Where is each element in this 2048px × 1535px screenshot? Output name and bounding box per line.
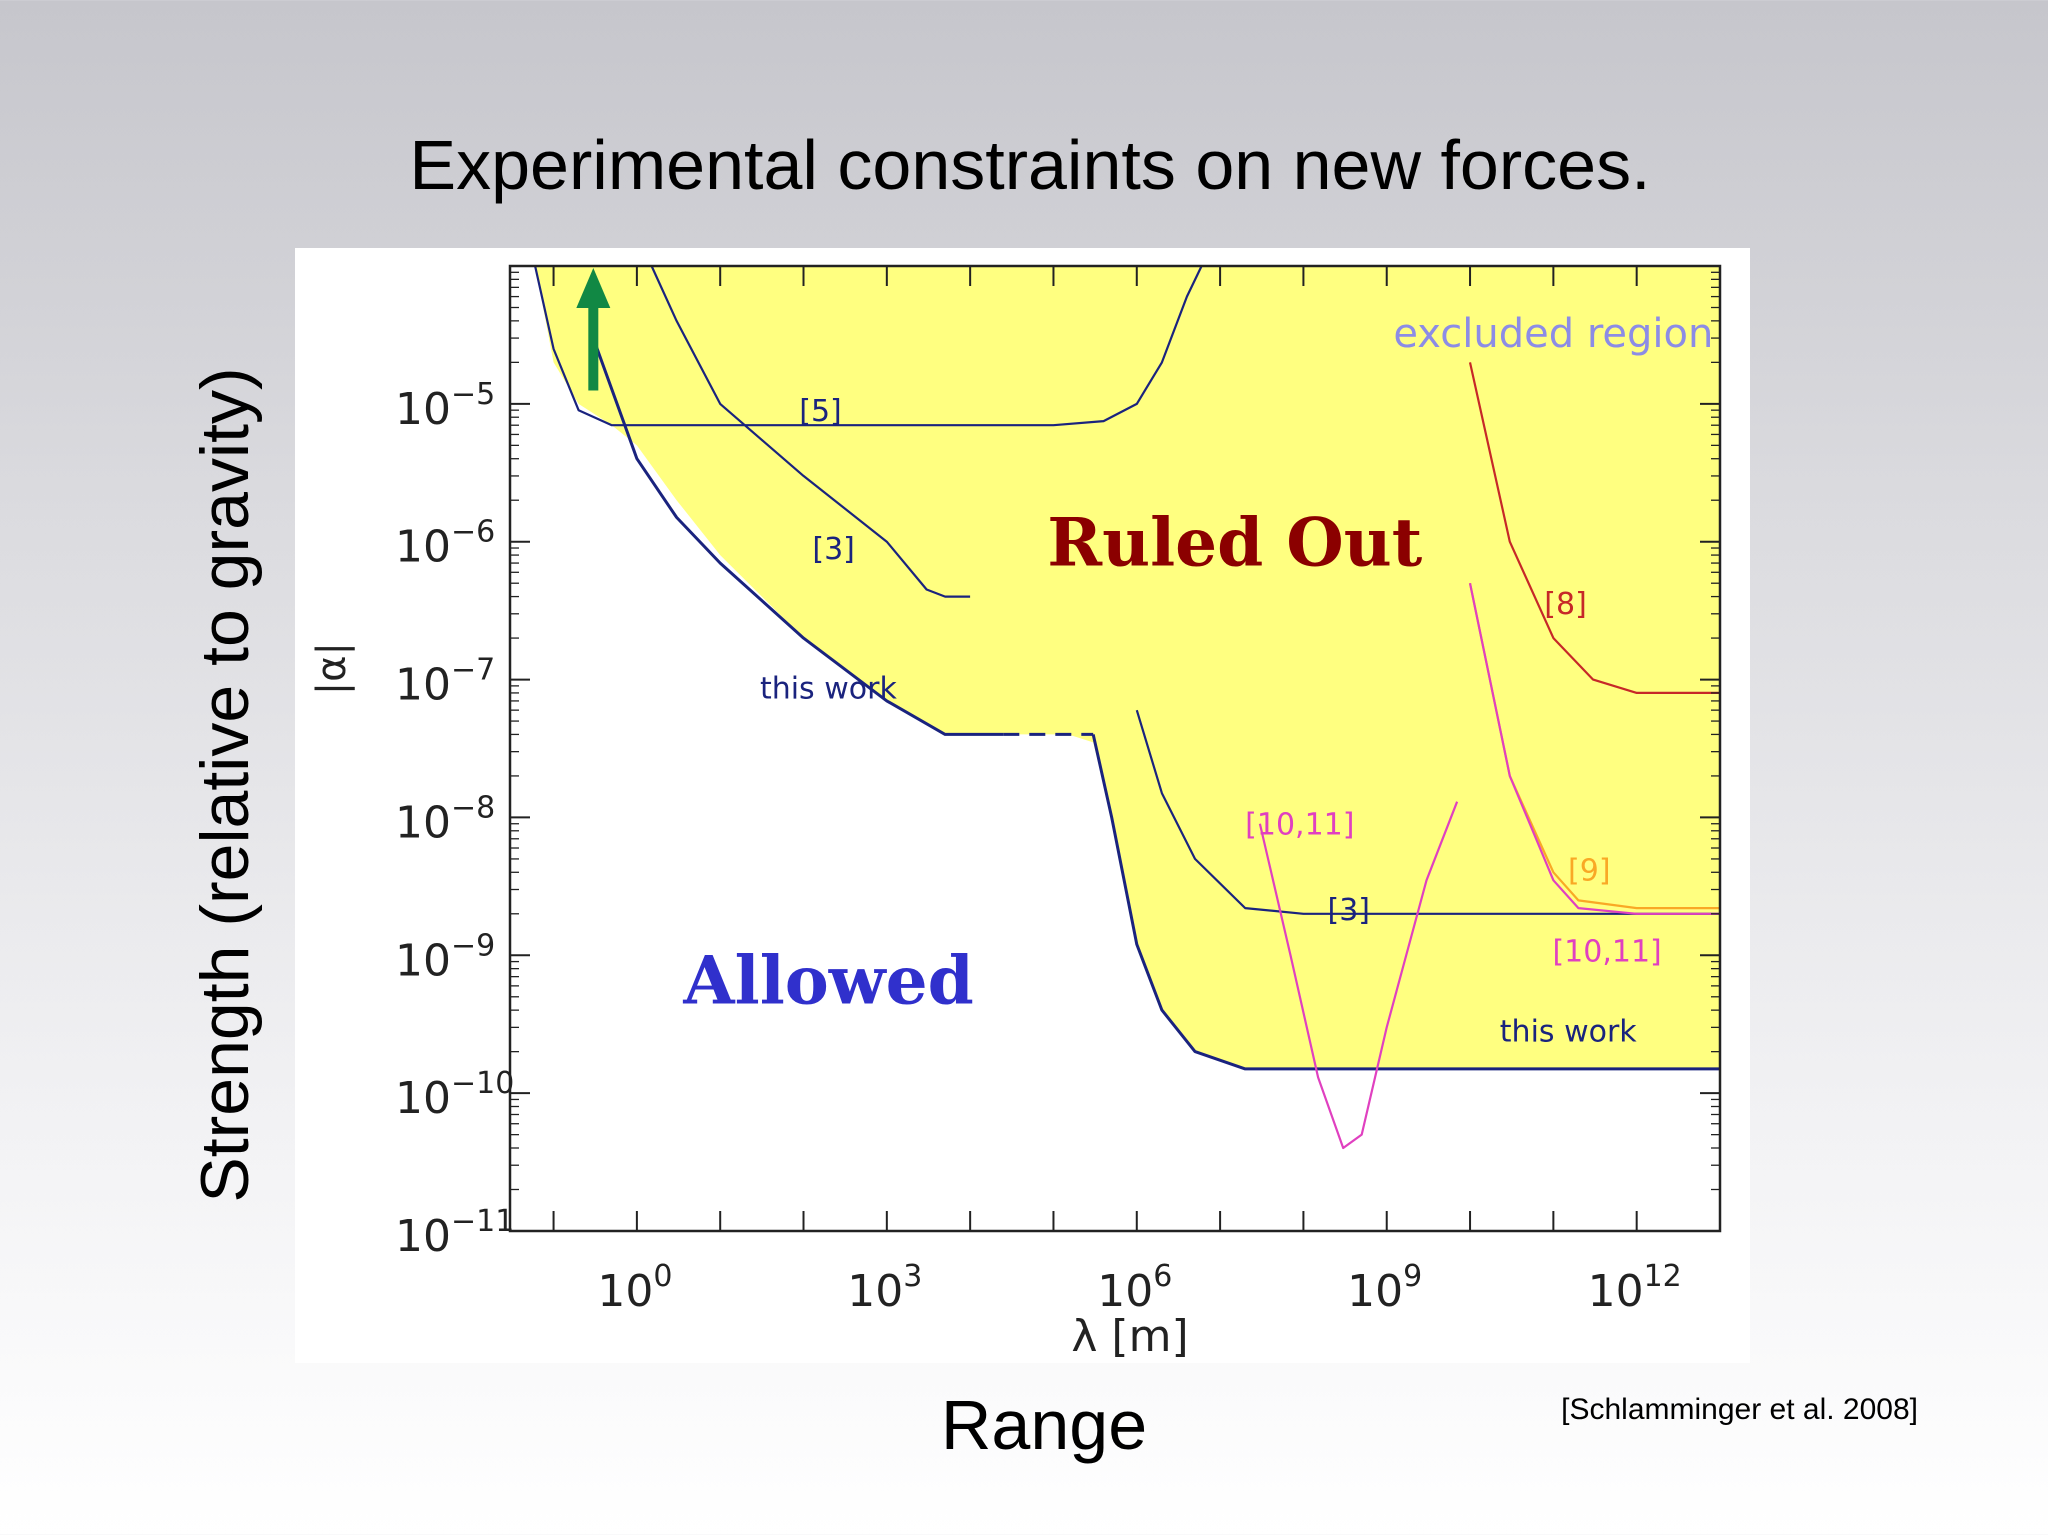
y-tick-label: 10−6: [395, 515, 495, 573]
y-tick-label: 10−8: [395, 790, 495, 848]
plot-frame: [508, 264, 1722, 1233]
x-tick-label: 103: [847, 1259, 922, 1317]
y-tick-label: 10−10: [395, 1066, 514, 1124]
label-this-work-space: this work: [1500, 1015, 1638, 1050]
label-ref3-lab: [3]: [812, 532, 855, 567]
y-axis-label: |α|: [309, 642, 355, 695]
label-ref9: [9]: [1568, 853, 1611, 888]
chart-panel: 100 103 106 109 1012 10−5 10−6 10−7 10−8 10−9 10−1…: [295, 248, 1750, 1363]
label-ref5: [5]: [799, 394, 842, 429]
slide-title: Experimental constraints on new forces.: [409, 126, 1651, 204]
series-line-ref3_space: [1135, 709, 1720, 915]
label-this-work-lab: this work: [760, 671, 898, 706]
series-line-ref1011_v: [1258, 801, 1459, 1150]
x-tick-label: 106: [1097, 1259, 1172, 1317]
series-line-ref3_lab: [650, 266, 971, 598]
x-tick-label: 109: [1347, 1259, 1422, 1317]
y-axis-title: Strength (relative to gravity): [187, 367, 263, 1203]
y-tick-label: 10−9: [395, 928, 495, 986]
arrow-head-icon: [576, 268, 611, 308]
label-ruled-out: Ruled Out: [1047, 504, 1423, 582]
series-line-this_work_lab: [591, 337, 1004, 736]
citation: [Schlamminger et al. 2008]: [1561, 1393, 1918, 1426]
label-ref1011-v: [10,11]: [1245, 808, 1354, 843]
y-tick-label: 10−5: [395, 377, 495, 435]
x-tick-label: 100: [597, 1259, 672, 1317]
series-line-this_work_space: [1091, 734, 1720, 1071]
label-ref3-space: [3]: [1327, 893, 1370, 928]
label-ref1011-steep: [10,11]: [1552, 935, 1661, 970]
excluded-region-fill: [510, 266, 1720, 1069]
x-axis-label: λ [m]: [1071, 1311, 1188, 1362]
chart-svg: 100 103 106 109 1012 10−5 10−6 10−7 10−8 10−9 10−1…: [309, 264, 1722, 1362]
label-ref8: [8]: [1544, 587, 1587, 622]
series-line-ref5: [534, 266, 1203, 427]
x-axis-title: Range: [940, 1386, 1148, 1464]
series-line-ref1011_steep: [1468, 582, 1720, 915]
label-allowed: Allowed: [682, 941, 973, 1019]
series-line-ref8: [1468, 362, 1720, 694]
x-tick-label: 1012: [1588, 1259, 1682, 1317]
label-excluded-region: excluded region: [1393, 311, 1713, 357]
y-tick-label: 10−7: [395, 653, 495, 711]
y-tick-label: 10−11: [395, 1204, 514, 1262]
